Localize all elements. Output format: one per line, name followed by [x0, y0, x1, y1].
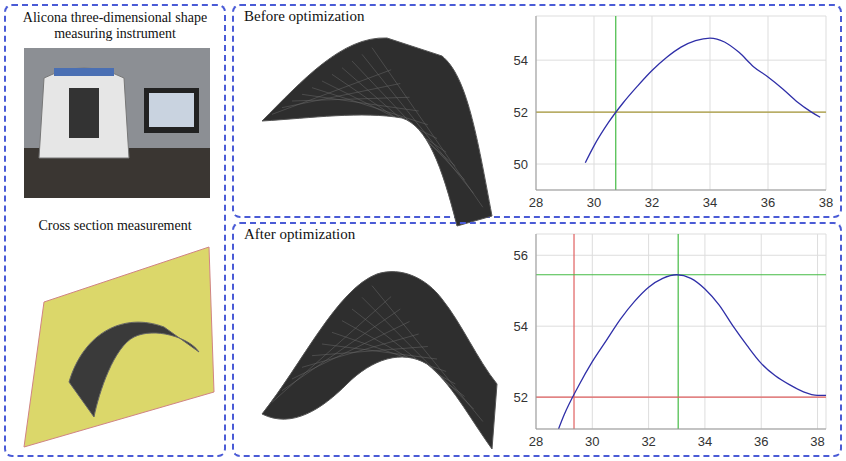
html-text:After optimization: After optimization: [244, 226, 356, 242]
svg-text:36: 36: [754, 434, 768, 449]
svg-text:30: 30: [585, 434, 599, 449]
html-text:Cross section measurement: Cross section measurement: [38, 218, 192, 233]
html-text:Before optimization: Before optimization: [244, 8, 365, 24]
svg-text:56: 56: [514, 248, 528, 263]
svg-text:38: 38: [819, 195, 833, 210]
svg-text:54: 54: [514, 319, 528, 334]
svg-text:38: 38: [810, 434, 824, 449]
svg-text:34: 34: [698, 434, 712, 449]
svg-text:54: 54: [514, 53, 528, 68]
svg-text:34: 34: [703, 195, 717, 210]
svg-text:32: 32: [645, 195, 659, 210]
svg-text:28: 28: [529, 434, 543, 449]
svg-text:52: 52: [514, 390, 528, 405]
svg-text:30: 30: [587, 195, 601, 210]
html-text:Alicona three-dimensional shap: Alicona three-dimensional shape measurin…: [22, 10, 208, 41]
svg-text:28: 28: [529, 195, 543, 210]
svg-text:50: 50: [514, 157, 528, 172]
svg-text:36: 36: [761, 195, 775, 210]
svg-text:52: 52: [514, 105, 528, 120]
svg-text:32: 32: [641, 434, 655, 449]
